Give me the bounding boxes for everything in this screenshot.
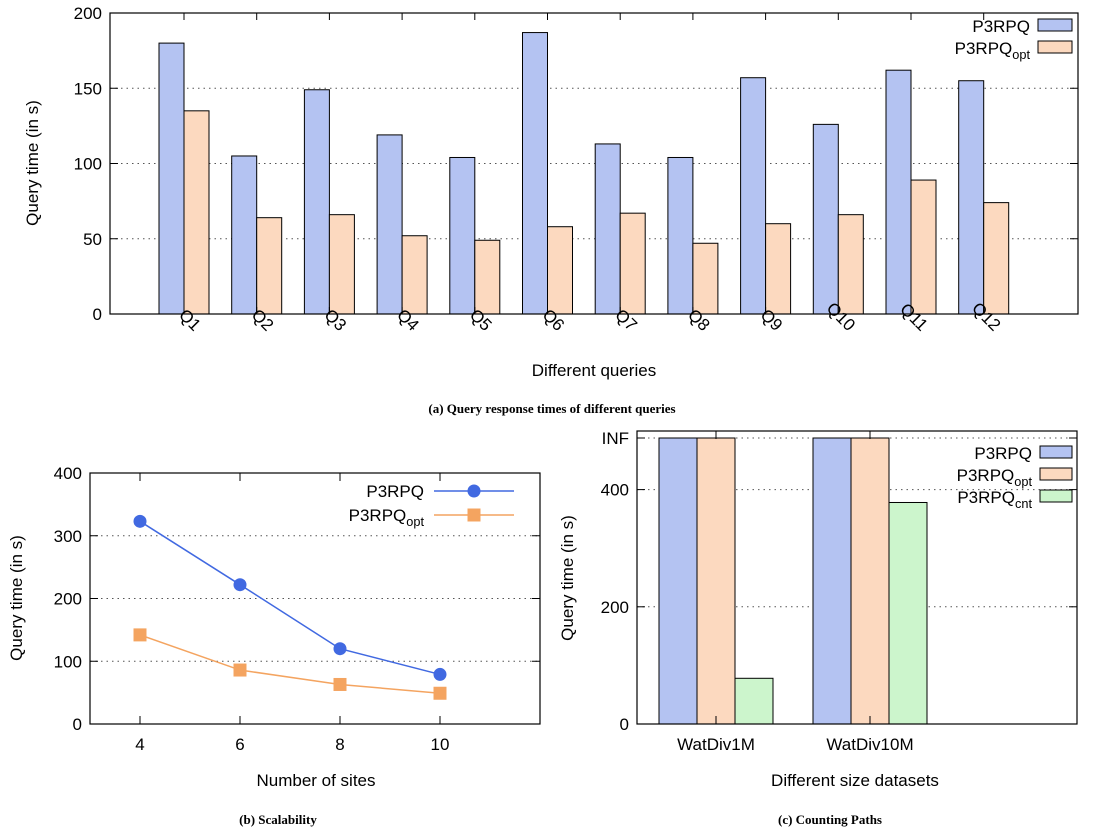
chart-c-ytick-label: 0 xyxy=(620,715,629,734)
chart-a-bar-p3rpq-opt xyxy=(547,226,573,315)
chart-c-ytick-label: 400 xyxy=(601,481,629,500)
chart-c-xtick-label: WatDiv1M xyxy=(677,735,755,754)
chart-c-xlabel: Different size datasets xyxy=(771,771,939,790)
chart-c-legend-label: P3RPQcnt xyxy=(957,488,1032,511)
chart-a-legend: P3RPQ P3RPQopt xyxy=(955,17,1073,62)
chart-a-bar-p3rpq-opt xyxy=(619,212,646,315)
chart-b-point xyxy=(333,677,347,691)
chart-a-bar-p3rpq-opt xyxy=(983,202,1010,315)
chart-c-legend-label: P3RPQ xyxy=(974,444,1032,463)
chart-b-xtick-label: 10 xyxy=(431,735,450,754)
chart-a-ytick-label: 50 xyxy=(83,230,102,249)
chart-a-legend-label: P3RPQopt xyxy=(955,39,1031,62)
chart-a-ytick-label: 200 xyxy=(74,4,102,23)
chart-a-bar-p3rpq xyxy=(740,77,767,315)
chart-b-legend-label: P3RPQopt xyxy=(349,506,425,529)
chart-a-bar-p3rpq xyxy=(376,134,403,315)
chart-c-ylabel: Query time (in s) xyxy=(558,515,577,641)
chart-b-point xyxy=(333,642,347,656)
chart-a-bar-p3rpq-opt xyxy=(401,235,428,315)
chart-b-point xyxy=(433,686,447,700)
chart-a-bar-p3rpq xyxy=(958,80,985,315)
chart-b-ylabel: Query time (in s) xyxy=(7,535,26,661)
chart-c-bar-p3rpq xyxy=(812,437,852,725)
chart-a-xlabel: Different queries xyxy=(532,361,656,380)
chart-a-bar-p3rpq-opt xyxy=(328,214,355,315)
chart-c-ytick-label: 200 xyxy=(601,598,629,617)
chart-a-bar-p3rpq-opt xyxy=(837,214,864,315)
chart-c-legend-swatch xyxy=(1039,445,1073,459)
chart-a-legend-label: P3RPQ xyxy=(972,17,1030,36)
chart-c-bar-p3rpq xyxy=(658,437,698,725)
chart-b-xtick-label: 4 xyxy=(135,735,144,754)
chart-a-bar-p3rpq-opt xyxy=(474,239,501,315)
chart-a-ytick-label: 150 xyxy=(74,79,102,98)
chart-c-legend-label: P3RPQopt xyxy=(957,466,1033,489)
chart-b-point xyxy=(233,663,247,677)
chart-a-ylabel: Query time (in s) xyxy=(23,100,42,226)
chart-a-bar-p3rpq xyxy=(812,123,839,315)
chart-b-point xyxy=(133,628,147,642)
chart-a-bar-p3rpq xyxy=(667,156,694,315)
chart-b-legend-label: P3RPQ xyxy=(366,482,424,501)
chart-a-bar-p3rpq-opt xyxy=(765,223,792,315)
chart-a-legend-swatch xyxy=(1037,40,1073,54)
chart-b-ytick-label: 0 xyxy=(73,715,82,734)
chart-b-xtick-label: 8 xyxy=(335,735,344,754)
chart-b-legend-marker xyxy=(467,508,481,522)
chart-a-bar-p3rpq-opt xyxy=(256,217,283,315)
chart-a-caption: (a) Query response times of different qu… xyxy=(428,401,675,416)
chart-c-bar-p3rpq-opt xyxy=(850,437,890,725)
chart-c-bar-p3rpq-opt xyxy=(696,437,736,725)
chart-c-xtick-label: WatDiv10M xyxy=(826,735,913,754)
chart-b: 0 100 200 300 400 4 6 8 10 Query time (in s) Nu… xyxy=(7,464,541,827)
chart-a-bar-p3rpq-opt xyxy=(910,179,937,315)
chart-b-caption: (b) Scalability xyxy=(239,812,317,827)
chart-b-ytick-label: 400 xyxy=(54,464,82,483)
chart-c-legend-swatch xyxy=(1039,489,1073,503)
chart-b-ytick-label: 300 xyxy=(54,527,82,546)
chart-a-ytick-label: 100 xyxy=(74,155,102,174)
chart-b-xlabel: Number of sites xyxy=(256,771,375,790)
chart-a-bar-p3rpq-opt xyxy=(692,242,719,315)
chart-c-bar-p3rpq-cnt xyxy=(888,501,928,725)
chart-a-bar-p3rpq xyxy=(449,156,476,315)
chart-b-legend-marker xyxy=(467,484,481,498)
chart-a-ytick-label: 0 xyxy=(93,305,102,324)
chart-c-legend-swatch xyxy=(1039,467,1073,481)
chart-b-line-p3rpq-opt xyxy=(139,634,441,694)
chart-b-ytick-label: 100 xyxy=(54,652,82,671)
chart-a-bar-p3rpq xyxy=(158,42,185,315)
chart-b-line-p3rpq xyxy=(139,520,441,676)
chart-a-bar-p3rpq xyxy=(594,143,621,315)
chart-a-legend-swatch xyxy=(1037,18,1073,32)
chart-c-bar-p3rpq-cnt xyxy=(734,677,774,725)
chart-b-legend: P3RPQ P3RPQopt xyxy=(349,482,514,529)
chart-c-frame xyxy=(636,430,1078,725)
chart-a-bar-p3rpq xyxy=(885,69,912,315)
chart-c: 0 200 400 INF WatDiv1M WatDiv10M Query time … xyxy=(558,429,1078,827)
chart-b-ytick-label: 200 xyxy=(54,590,82,609)
chart-a-bar-p3rpq-opt xyxy=(183,110,210,315)
chart-b-point xyxy=(233,578,247,592)
chart-a-bar-p3rpq xyxy=(231,155,258,315)
chart-c-caption: (c) Counting Paths xyxy=(778,812,882,827)
chart-b-point xyxy=(133,514,147,528)
chart-b-xtick-label: 6 xyxy=(235,735,244,754)
chart-a-bar-p3rpq xyxy=(303,89,330,315)
chart-a-bar-p3rpq xyxy=(522,32,548,315)
chart-b-point xyxy=(433,667,447,681)
chart-c-ytick-label: INF xyxy=(602,429,629,448)
